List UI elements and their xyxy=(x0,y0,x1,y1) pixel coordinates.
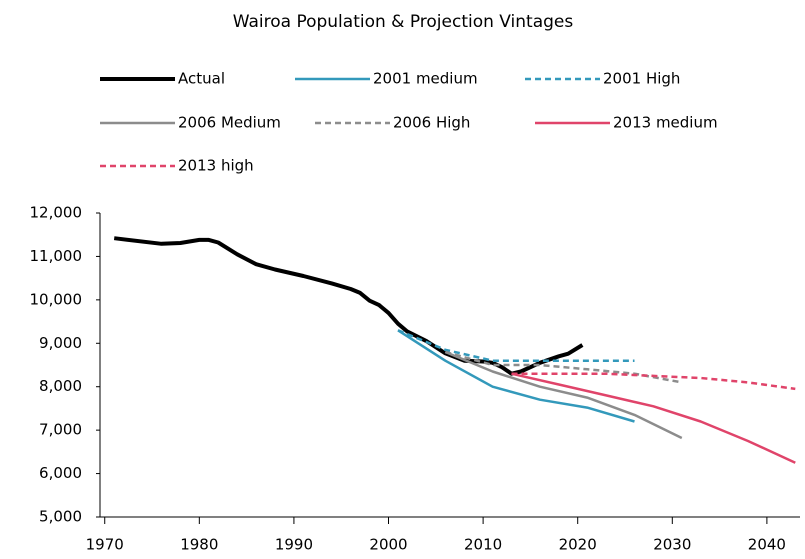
y-tick-label: 6,000 xyxy=(39,464,82,482)
line-series xyxy=(444,350,683,440)
y-tick-label: 7,000 xyxy=(39,421,82,439)
legend-label: Actual xyxy=(178,70,225,88)
x-tick-label: 2000 xyxy=(369,536,407,554)
x-tick-label: 2040 xyxy=(748,536,786,554)
legend-label: 2006 Medium xyxy=(178,114,281,132)
line-series xyxy=(444,350,683,384)
y-tick-label: 12,000 xyxy=(30,204,83,222)
x-tick-label: 2020 xyxy=(559,536,597,554)
line-series xyxy=(397,329,635,362)
line-series xyxy=(397,329,635,423)
chart-title: Wairoa Population & Projection Vintages xyxy=(233,12,574,32)
y-tick-label: 10,000 xyxy=(30,290,83,308)
y-tick-label: 11,000 xyxy=(30,247,83,265)
legend-label: 2001 medium xyxy=(373,70,478,88)
y-tick-label: 5,000 xyxy=(39,508,82,526)
y-tick-label: 9,000 xyxy=(39,334,82,352)
y-tick-label: 8,000 xyxy=(39,377,82,395)
x-tick-label: 1980 xyxy=(180,536,218,554)
legend-label: 2013 medium xyxy=(613,114,718,132)
x-tick-label: 1970 xyxy=(86,536,124,554)
legend-label: 2006 High xyxy=(393,114,470,132)
x-tick-label: 2010 xyxy=(464,536,502,554)
line-series xyxy=(511,372,796,391)
legend-label: 2013 high xyxy=(178,157,254,175)
x-tick-label: 2030 xyxy=(653,536,691,554)
x-tick-label: 1990 xyxy=(275,536,313,554)
line-series xyxy=(511,372,796,464)
line-series xyxy=(113,236,584,376)
legend-label: 2001 High xyxy=(603,70,680,88)
